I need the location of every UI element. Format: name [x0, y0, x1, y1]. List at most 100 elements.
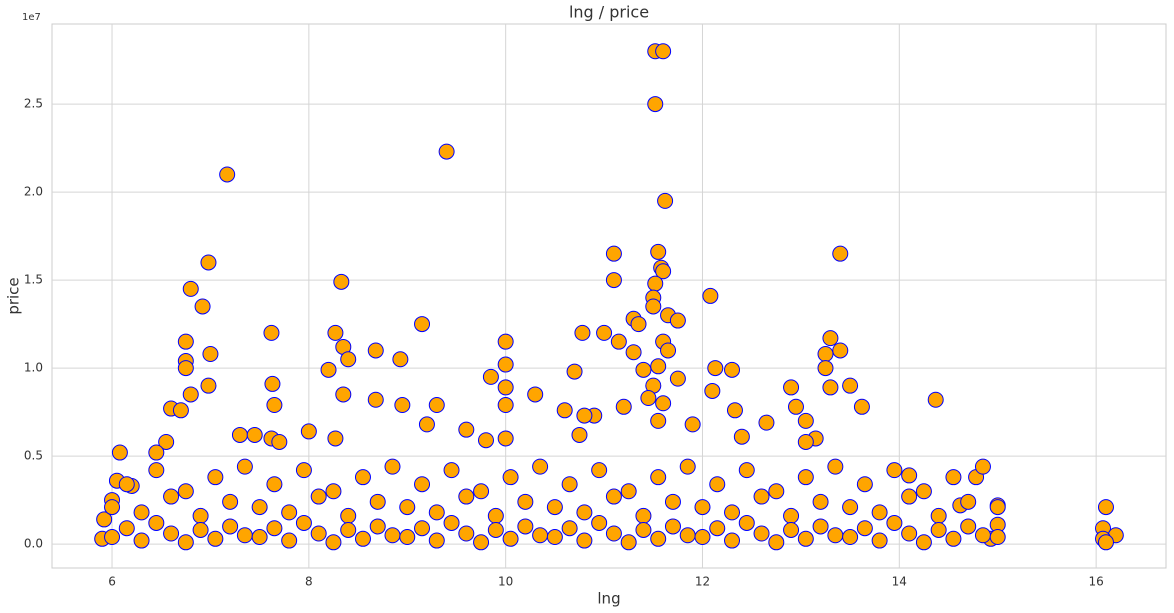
scatter-point: [724, 504, 741, 521]
scatter-point: [901, 488, 918, 505]
scatter-point: [758, 414, 775, 431]
scatter-point: [797, 530, 814, 547]
scatter-point: [605, 488, 622, 505]
scatter-point: [856, 520, 873, 537]
scatter-point: [487, 507, 504, 524]
scatter-point: [458, 525, 475, 542]
scatter-point: [930, 507, 947, 524]
scatter-point: [726, 402, 743, 419]
scatter-point: [148, 462, 165, 479]
scatter-point: [915, 534, 932, 551]
scatter-point: [335, 386, 352, 403]
scatter-point: [251, 499, 268, 516]
scatter-point: [871, 504, 888, 521]
chart-title: lng / price: [569, 3, 649, 22]
scatter-point: [219, 166, 236, 183]
scatter-point: [414, 520, 431, 537]
scatter-point: [635, 361, 652, 378]
scatter-point: [989, 529, 1006, 546]
scatter-point: [367, 391, 384, 408]
y-tick-label: 1.5: [24, 273, 43, 287]
scatter-point: [650, 243, 667, 260]
scatter-point: [418, 416, 435, 433]
scatter-point: [566, 363, 583, 380]
scatter-point: [694, 529, 711, 546]
scatter-point: [574, 324, 591, 341]
scatter-point: [556, 402, 573, 419]
scatter-point: [163, 488, 180, 505]
scatter-point: [647, 96, 664, 113]
scatter-point: [497, 430, 514, 447]
y-tick-label: 1.0: [24, 361, 43, 375]
scatter-point: [182, 280, 199, 297]
scatter-point: [172, 402, 189, 419]
plot-area: [51, 23, 1167, 569]
scatter-point: [753, 525, 770, 542]
scatter-point: [625, 344, 642, 361]
scatter-point: [768, 483, 785, 500]
scatter-point: [886, 514, 903, 531]
scatter-point: [960, 493, 977, 510]
scatter-point: [310, 488, 327, 505]
scatter-point: [664, 493, 681, 510]
scatter-point: [797, 412, 814, 429]
scatter-point: [787, 398, 804, 415]
scatter-point: [733, 428, 750, 445]
scatter-point: [561, 520, 578, 537]
scatter-point: [783, 379, 800, 396]
y-tick-label: 2.5: [24, 97, 43, 111]
scatter-point: [945, 469, 962, 486]
x-tick-label: 10: [498, 575, 513, 589]
y-tick-label: 0.5: [24, 449, 43, 463]
scatter-point: [222, 493, 239, 510]
scatter-point: [369, 518, 386, 535]
scatter-point: [546, 529, 563, 546]
scatter-point: [200, 377, 217, 394]
scatter-point: [320, 361, 337, 378]
scatter-point: [111, 444, 128, 461]
scatter-point: [200, 254, 217, 271]
scatter-point: [477, 432, 494, 449]
scatter-point: [384, 458, 401, 475]
scatter-point: [443, 514, 460, 531]
scatter-point: [974, 458, 991, 475]
scatter-point: [1097, 534, 1114, 551]
scatter-point: [842, 499, 859, 516]
scatter-point: [707, 360, 724, 377]
scatter-point: [333, 273, 350, 290]
scatter-point: [571, 426, 588, 443]
scatter-point: [497, 379, 514, 396]
y-tick-label: 0.0: [24, 537, 43, 551]
scatter-point: [842, 377, 859, 394]
scatter-point: [192, 521, 209, 538]
scatter-point: [605, 272, 622, 289]
scatter-point: [281, 504, 298, 521]
scatter-point: [655, 395, 672, 412]
scatter-point: [325, 483, 342, 500]
scatter-point: [148, 514, 165, 531]
scatter-point: [194, 298, 211, 315]
scatter-point: [709, 520, 726, 537]
scatter-point: [327, 430, 344, 447]
scatter-point: [645, 298, 662, 315]
scatter-point: [856, 476, 873, 493]
scatter-point: [222, 518, 239, 535]
scatter-point: [724, 532, 741, 549]
scatter-point: [148, 444, 165, 461]
scatter-point: [236, 458, 253, 475]
scatter-point: [354, 530, 371, 547]
scatter-point: [394, 397, 411, 414]
scatter-point: [620, 483, 637, 500]
scatter-point: [576, 504, 593, 521]
scatter-point: [669, 370, 686, 387]
scatter-point: [236, 527, 253, 544]
scatter-point: [340, 351, 357, 368]
scatter-point: [325, 534, 342, 551]
scatter-point: [458, 421, 475, 438]
x-tick-label: 16: [1088, 575, 1103, 589]
scatter-point: [177, 483, 194, 500]
scatter-point: [832, 342, 849, 359]
scatter-point: [822, 379, 839, 396]
scatter-point: [886, 462, 903, 479]
x-tick-label: 6: [108, 575, 116, 589]
